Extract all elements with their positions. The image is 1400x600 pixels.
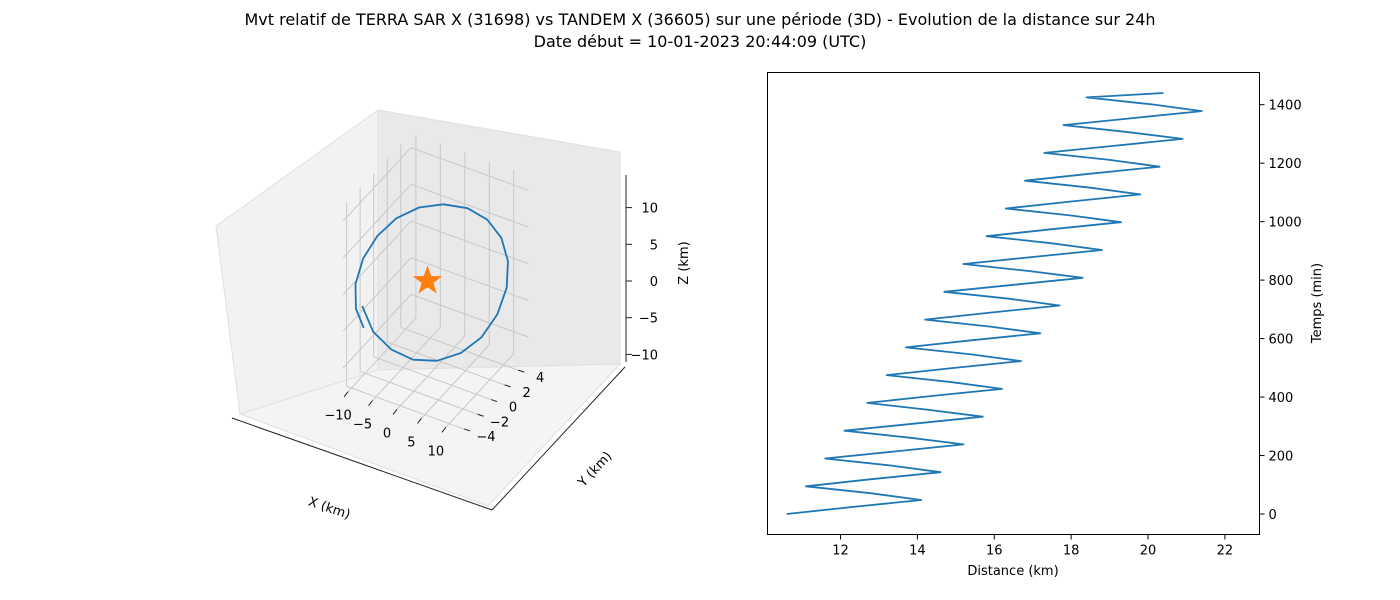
x-tick-label: 5: [407, 435, 415, 450]
y-tick-label-2d: 400: [1269, 391, 1294, 406]
y-tick-label-2d: 600: [1269, 333, 1294, 348]
x-axis-label: X (km): [306, 495, 352, 523]
grid-line-x-floor: [372, 326, 441, 401]
x-tick-mark: [368, 400, 373, 406]
y-tick-label-2d: 1400: [1269, 99, 1302, 114]
grid-line-z-left: [342, 257, 412, 332]
y-tick-label: −4: [476, 430, 495, 445]
grid-line-z-left: [342, 294, 412, 369]
distance-time-plot: 12 14 16 18 20 22 0 200 400 600 800 1000 1200 1400 D…: [767, 72, 1325, 579]
y-axis-line: [491, 366, 626, 511]
y-tick-label-2d: 1000: [1269, 216, 1302, 231]
x-tick-label-2d: 22: [1217, 544, 1234, 559]
x-tick-label: 0: [383, 426, 391, 441]
grid-3d: [342, 134, 529, 430]
grid-line-y-floor: [387, 341, 505, 386]
y-ticks: 0 200 400 600 800 1000 1200 1400: [1259, 99, 1302, 523]
z-tick-label: 10: [641, 202, 658, 217]
y-tick-mark: [463, 428, 471, 432]
y-tick-label-2d: 800: [1269, 274, 1294, 289]
x-tick-mark: [417, 418, 422, 424]
y-tick-mark: [490, 399, 498, 403]
y-tick-label-2d: 1200: [1269, 157, 1302, 172]
pane-floor: [238, 363, 622, 507]
x-tick-mark: [343, 391, 349, 398]
grid-line-z-left: [342, 147, 412, 222]
y-tick-label-2d: 0: [1269, 508, 1277, 523]
x-tick-label-2d: 12: [832, 544, 849, 559]
y-tick-label: 2: [522, 386, 530, 401]
orbit-line: [354, 203, 509, 362]
x-axis-line: [231, 417, 493, 511]
y-tick-mark: [504, 384, 511, 388]
grid-line-y-floor: [359, 371, 478, 415]
plot-frame: [767, 72, 1260, 535]
grid-line-z-back: [410, 183, 529, 228]
pane-left-wall: [215, 109, 379, 415]
axis-lines-3d: [231, 175, 627, 511]
z-tick-label: 0: [650, 275, 658, 290]
x-ticks: 12 14 16 18 20 22: [832, 534, 1234, 559]
grid-line-y-floor: [373, 356, 492, 401]
y-tick-label: 4: [536, 371, 544, 386]
x-axis-label-2d: Distance (km): [967, 564, 1058, 579]
grid-line-x-floor: [421, 344, 490, 419]
x-tick-label-2d: 16: [986, 544, 1003, 559]
grid-line-z-back: [410, 147, 529, 191]
grid-line-y-floor: [346, 385, 465, 430]
z-axis-label: Z (km): [677, 241, 692, 284]
grid-line-x-floor: [396, 335, 466, 410]
grid-line-y-floor: [400, 326, 519, 371]
orbit-series: [354, 203, 509, 362]
figure-title: Mvt relatif de TERRA SAR X (31698) vs TA…: [244, 10, 1156, 29]
y-axis-label-2d: Temps (min): [1310, 263, 1325, 344]
x-tick-label: −10: [324, 409, 351, 424]
x-tick-label-2d: 18: [1063, 544, 1080, 559]
grid-line-z-left: [342, 220, 412, 295]
grid-line-x-floor: [445, 353, 515, 428]
figure-subtitle: Date début = 10-01-2023 20:44:09 (UTC): [533, 32, 867, 51]
y-tick-label-2d: 200: [1269, 450, 1294, 465]
x-tick-mark: [441, 426, 447, 433]
grid-line-z-left: [342, 183, 412, 259]
y-tick-label: −2: [490, 415, 509, 430]
y-axis-label: Y (km): [575, 449, 616, 491]
z-tick-label: −10: [631, 348, 658, 363]
x-tick-label: −5: [353, 418, 372, 433]
grid-line-z-back: [410, 257, 529, 301]
y-tick-mark: [477, 413, 484, 417]
x-tick-label-2d: 14: [909, 544, 926, 559]
satellite-star-marker: [412, 265, 443, 294]
grid-line-z-back: [410, 220, 529, 265]
y-tick-mark: [518, 369, 525, 373]
distance-line: [786, 92, 1203, 515]
z-tick-label: 5: [650, 238, 658, 253]
grid-line-z-back: [410, 293, 529, 338]
distance-series: [786, 92, 1203, 515]
x-tick-label: 10: [428, 444, 445, 459]
x-tick-label-2d: 20: [1140, 544, 1157, 559]
z-tick-label: −5: [639, 312, 658, 327]
x-tick-mark: [392, 409, 398, 415]
grid-line-x-floor: [347, 317, 417, 393]
y-tick-label: 0: [509, 401, 517, 416]
